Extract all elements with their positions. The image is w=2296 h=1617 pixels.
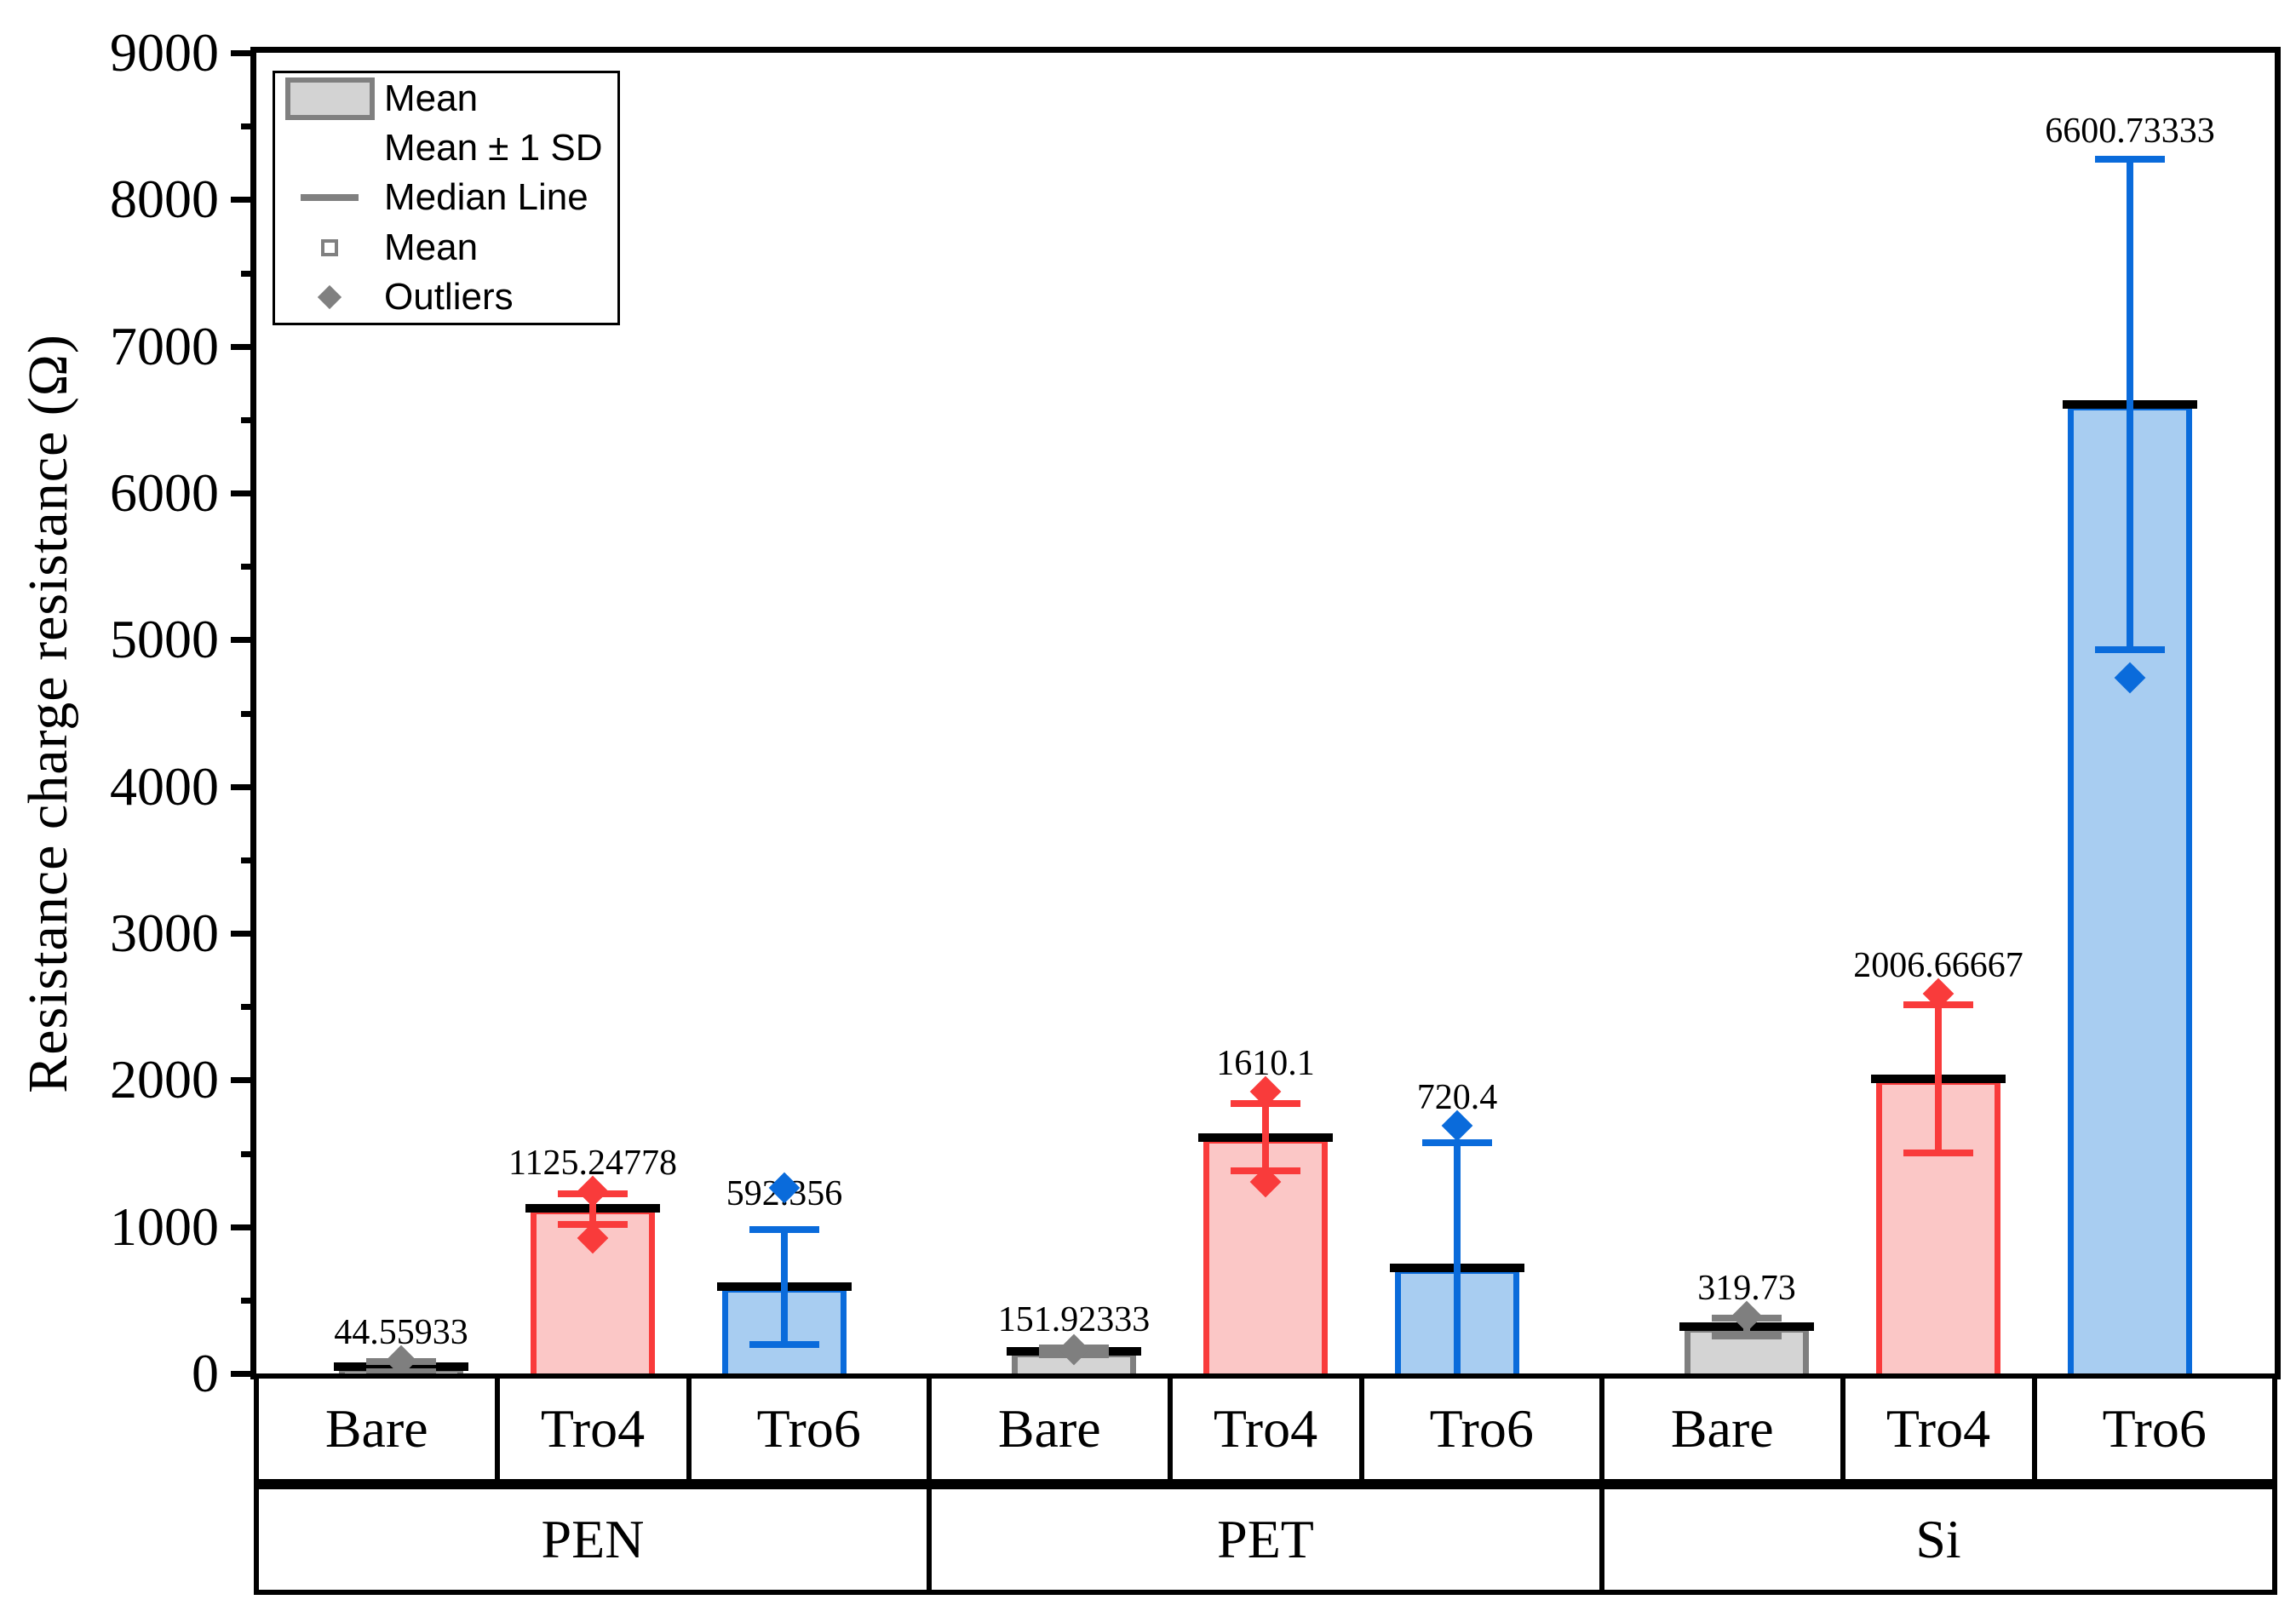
- y-major-tick: [231, 931, 256, 937]
- category-cell-Bare: Bare: [927, 1373, 1173, 1484]
- group-cell-PEN: PEN: [254, 1484, 932, 1595]
- legend-item-median: Median Line: [275, 174, 617, 221]
- error-bar-icon: [275, 125, 384, 171]
- legend-label: Mean ± 1 SD: [384, 127, 603, 169]
- y-minor-tick: [241, 1150, 256, 1157]
- legend-label: Mean: [384, 226, 479, 268]
- y-minor-tick: [241, 857, 256, 863]
- legend-label: Median Line: [384, 176, 588, 219]
- median-line-icon: [275, 194, 384, 202]
- legend: Mean Mean ± 1 SD Median Line Mean Outlie…: [273, 71, 620, 325]
- legend-label: Outliers: [384, 275, 514, 318]
- y-major-tick: [231, 1077, 256, 1084]
- category-cell-Tro6: Tro6: [1358, 1373, 1604, 1484]
- category-cell-Bare: Bare: [254, 1373, 500, 1484]
- category-cell-Tro6: Tro6: [2031, 1373, 2277, 1484]
- y-tick-label: 7000: [110, 315, 219, 376]
- legend-item-mean-marker: Mean: [275, 224, 617, 272]
- value-label: 151.92333: [997, 1299, 1151, 1339]
- error-bar-cap: [749, 1226, 819, 1234]
- legend-item-sd: Mean ± 1 SD: [275, 124, 617, 172]
- bar-Si-Tro6: [2068, 404, 2192, 1373]
- y-tick-label: 1000: [110, 1196, 219, 1257]
- category-cell-Bare: Bare: [1599, 1373, 1845, 1484]
- legend-item-outliers: Outliers: [275, 273, 617, 321]
- error-bar-cap: [1903, 1149, 1973, 1156]
- error-bar-cap: [1422, 1138, 1492, 1146]
- error-bar-line: [2127, 159, 2133, 651]
- error-bar-line: [1454, 1142, 1461, 1373]
- y-minor-tick: [241, 1004, 256, 1011]
- y-minor-tick: [241, 123, 256, 130]
- y-tick-label: 8000: [110, 169, 219, 230]
- bar-swatch-icon: [275, 77, 384, 121]
- value-label: 6600.73333: [2045, 112, 2215, 152]
- error-bar-line: [589, 1193, 596, 1225]
- y-tick-label: 3000: [110, 903, 219, 963]
- y-minor-tick: [241, 270, 256, 277]
- diamond-icon: [275, 284, 384, 309]
- group-cell-PET: PET: [927, 1484, 1604, 1595]
- y-major-tick: [231, 197, 256, 204]
- y-minor-tick: [241, 416, 256, 423]
- y-tick-label: 5000: [110, 609, 219, 670]
- error-bar-cap: [2095, 646, 2165, 654]
- legend-item-mean-bar: Mean: [275, 75, 617, 123]
- y-axis-title: Resistance charge resistance (Ω): [17, 334, 79, 1093]
- error-bar-cap: [1712, 1333, 1782, 1340]
- y-tick-label: 6000: [110, 462, 219, 523]
- open-square-icon: [275, 238, 384, 256]
- y-tick-label: 2000: [110, 1049, 219, 1110]
- y-major-tick: [231, 50, 256, 56]
- error-bar-line: [1262, 1103, 1269, 1172]
- error-bar-cap: [749, 1340, 819, 1348]
- legend-label: Mean: [384, 77, 479, 120]
- y-major-tick: [231, 1371, 256, 1377]
- y-tick-label: 0: [192, 1343, 219, 1403]
- y-major-tick: [231, 637, 256, 644]
- category-cell-Tro4: Tro4: [1167, 1373, 1364, 1484]
- category-cell-Tro6: Tro6: [686, 1373, 932, 1484]
- error-bar-line: [781, 1230, 788, 1345]
- y-minor-tick: [241, 1297, 256, 1304]
- error-bar-line: [1935, 1005, 1942, 1153]
- group-cell-Si: Si: [1599, 1484, 2277, 1595]
- y-major-tick: [231, 343, 256, 350]
- y-major-tick: [231, 783, 256, 790]
- y-major-tick: [231, 1224, 256, 1230]
- y-tick-label: 9000: [110, 22, 219, 83]
- error-bar-cap: [2095, 156, 2165, 163]
- category-cell-Tro4: Tro4: [1840, 1373, 2037, 1484]
- category-cell-Tro4: Tro4: [494, 1373, 692, 1484]
- y-minor-tick: [241, 710, 256, 717]
- y-minor-tick: [241, 564, 256, 571]
- y-major-tick: [231, 490, 256, 496]
- y-tick-label: 4000: [110, 755, 219, 817]
